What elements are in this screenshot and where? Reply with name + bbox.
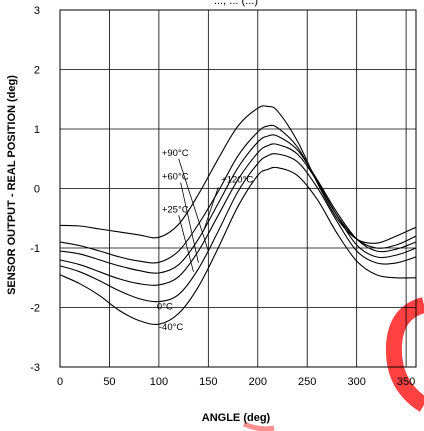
annotation-leader	[178, 215, 194, 272]
y-tick-label: 0	[34, 184, 40, 196]
plot-frame	[59, 9, 417, 368]
grid-lines	[59, 9, 416, 368]
x-tick-label: 350	[397, 376, 415, 388]
series-annotation-label: 0°C	[157, 301, 173, 312]
x-axis-title: ANGLE (deg)	[202, 412, 271, 424]
y-tick-label: -1	[30, 243, 40, 255]
y-tick-labels: -3 -2 -1 0 1 2 3	[30, 5, 40, 374]
y-tick-label: 1	[34, 124, 40, 136]
x-tick-label: 100	[150, 376, 168, 388]
y-tick-label: 2	[34, 65, 40, 77]
x-tick-labels: 0 50 100 150 200 250 300 350	[57, 376, 415, 388]
x-tick-label: 50	[103, 376, 115, 388]
y-tick-label: 3	[34, 5, 40, 17]
annotation-leader	[180, 182, 199, 263]
series-annotation-label: +60°C	[162, 172, 189, 183]
x-tick-label: 0	[57, 376, 63, 388]
series-annotation-label: +90°C	[162, 148, 189, 159]
series-line	[59, 166, 417, 326]
series-line	[59, 153, 417, 303]
series-line	[59, 143, 417, 286]
y-tick-label: -3	[30, 362, 40, 374]
x-tick-label: 150	[199, 376, 217, 388]
annotation-leader	[178, 158, 209, 252]
series-layer	[59, 105, 417, 326]
series-annotation-label: +25°C	[162, 204, 189, 215]
x-tick-label: 300	[347, 376, 365, 388]
annotation-leader	[203, 187, 219, 232]
watermark-shape	[242, 297, 424, 431]
x-tick-label: 200	[249, 376, 267, 388]
watermark-stroke	[242, 421, 275, 431]
annotation-leaders	[178, 158, 219, 272]
series-annotation-label: +120°C	[221, 175, 253, 186]
x-tick-label: 250	[298, 376, 316, 388]
watermark-arc	[385, 297, 424, 412]
series-annotation-label: -40°C	[159, 322, 184, 333]
y-tick-label: -2	[30, 303, 40, 315]
annotation-labels: +90°C +60°C +120°C +25°C 0°C -40°C	[157, 148, 253, 333]
chart-title: ..., ... (...)	[214, 0, 258, 7]
series-line	[59, 134, 417, 274]
y-axis-title: SENSOR OUTPUT - REAL POSITION (deg)	[6, 75, 18, 295]
